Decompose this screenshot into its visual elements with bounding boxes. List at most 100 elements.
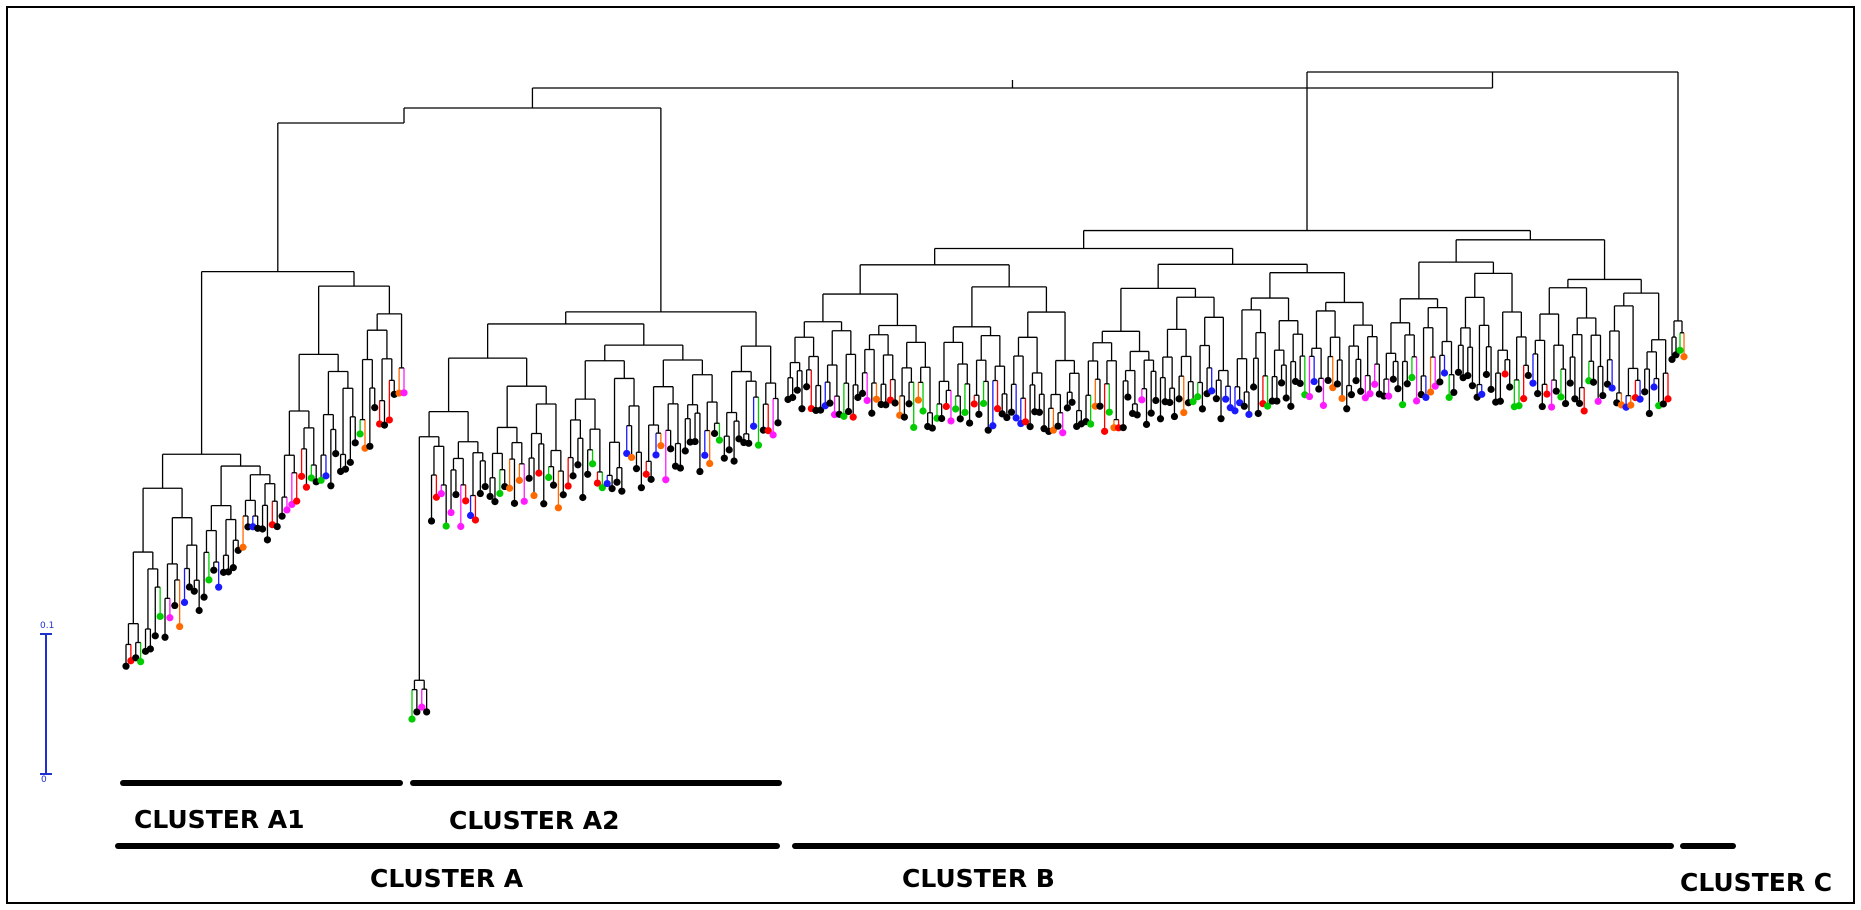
leaf-node	[171, 601, 179, 610]
leaf-node	[1399, 401, 1407, 409]
leaf-node	[1007, 408, 1016, 416]
leaf-node	[891, 399, 899, 407]
leaf-node	[200, 593, 208, 601]
leaf-node	[180, 598, 189, 607]
leaf-node	[273, 522, 281, 531]
leaf-node	[1524, 371, 1532, 380]
leaf-node	[735, 435, 743, 443]
leaf-node	[701, 451, 709, 459]
cluster-c-bar	[1680, 843, 1736, 849]
leaf-node	[1212, 395, 1220, 403]
leaf-node	[1333, 380, 1342, 388]
leaf-node	[530, 491, 538, 500]
leaf-node	[1315, 385, 1323, 393]
leaf-node	[466, 511, 475, 520]
leaf-node	[1645, 409, 1653, 418]
leaf-node	[844, 407, 853, 416]
leaf-node	[506, 484, 514, 492]
leaf-node	[496, 489, 504, 498]
leaf-node	[1277, 379, 1286, 387]
leaf-node	[1389, 375, 1397, 383]
leaf-node	[427, 517, 436, 525]
leaf-node	[1668, 355, 1676, 364]
leaf-node	[1450, 388, 1458, 397]
leaf-node	[1589, 378, 1598, 386]
scale-label-top: 0.1	[40, 621, 55, 631]
leaf-node	[1403, 380, 1411, 388]
leaf-node	[1208, 387, 1216, 395]
leaf-node	[166, 614, 174, 622]
leaf-node	[1436, 378, 1444, 386]
leaf-node	[1087, 420, 1095, 428]
leaf-node	[413, 708, 421, 716]
leaf-node	[868, 409, 876, 417]
leaf-node	[481, 482, 489, 491]
leaf-node	[476, 489, 484, 498]
leaf-node	[710, 429, 719, 438]
leaf-node	[1096, 402, 1104, 410]
leaf-node	[1142, 420, 1151, 429]
leaf-node	[965, 419, 974, 427]
leaf-node	[132, 654, 140, 662]
leaf-node	[1119, 424, 1127, 432]
leaf-node	[1343, 405, 1351, 413]
leaf-node	[400, 389, 408, 397]
leaf-node	[332, 449, 340, 458]
leaf-node	[1147, 409, 1155, 417]
leaf-node	[623, 449, 631, 458]
leaf-node	[652, 451, 660, 459]
leaf-node	[1282, 394, 1290, 402]
leaf-node	[1454, 368, 1463, 376]
leaf-node	[471, 516, 480, 524]
leaf-node	[1175, 395, 1183, 403]
leaf-node	[327, 482, 335, 490]
leaf-node	[803, 383, 811, 391]
leaf-node	[564, 482, 572, 490]
cluster-b-label: CLUSTER B	[902, 864, 1055, 893]
leaf-node	[520, 497, 528, 505]
leaf-node	[1231, 407, 1239, 415]
leaf-node	[1599, 391, 1607, 400]
leaf-node	[380, 421, 389, 429]
leaf-node	[905, 400, 913, 408]
leaf-node	[603, 479, 611, 488]
leaf-node	[1310, 377, 1318, 386]
leaf-node	[258, 525, 267, 533]
leaf-node	[1664, 395, 1672, 403]
leaf-node	[1636, 395, 1644, 403]
leaf-node	[1189, 398, 1197, 406]
leaf-node	[1026, 423, 1034, 431]
leaf-node	[408, 715, 416, 723]
leaf-node	[1105, 408, 1113, 416]
leaf-node	[928, 424, 936, 432]
leaf-node	[210, 566, 218, 574]
leaf-node	[146, 645, 154, 653]
leaf-node	[1464, 372, 1472, 380]
leaf-node	[1422, 393, 1430, 402]
leaf-node	[667, 445, 675, 453]
leaf-node	[1063, 404, 1071, 412]
leaf-node	[346, 458, 354, 466]
leaf-node	[1641, 388, 1649, 396]
leaf-node	[283, 506, 291, 514]
leaf-node	[1534, 389, 1542, 398]
leaf-node	[1012, 414, 1020, 422]
leaf-node	[1138, 396, 1146, 404]
leaf-node	[598, 484, 606, 492]
leaf-node	[1352, 376, 1360, 385]
leaf-node	[613, 478, 621, 486]
leaf-node	[1408, 373, 1416, 382]
leaf-node	[1305, 392, 1314, 401]
leaf-node	[1371, 380, 1379, 388]
leaf-node	[371, 403, 379, 412]
leaf-node	[1594, 397, 1602, 405]
leaf-node	[910, 423, 918, 432]
leaf-node	[1287, 402, 1295, 410]
leaf-node	[769, 431, 777, 439]
leaf-node	[1487, 385, 1495, 393]
leaf-node	[574, 461, 582, 469]
leaf-node	[205, 576, 213, 584]
leaf-node	[1566, 379, 1574, 387]
leaf-node	[947, 417, 955, 425]
leaf-node	[1501, 370, 1509, 378]
